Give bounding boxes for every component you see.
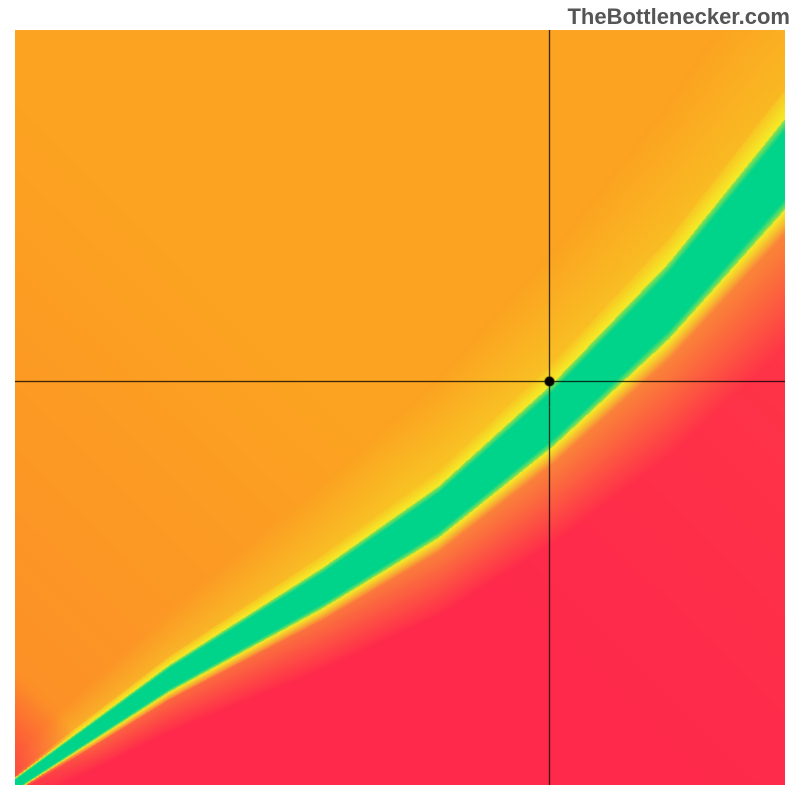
bottleneck-heatmap: [15, 30, 785, 785]
watermark-text: TheBottlenecker.com: [567, 4, 790, 30]
heatmap-canvas: [15, 30, 785, 785]
